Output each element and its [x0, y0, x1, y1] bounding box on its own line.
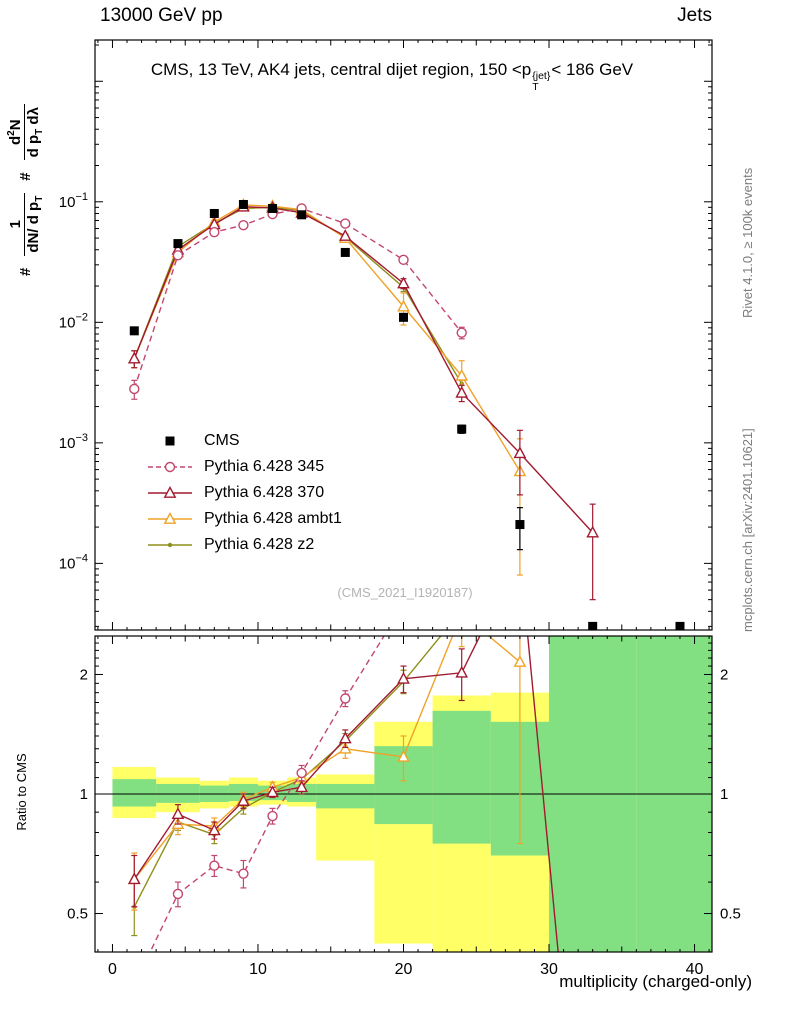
legend-label-pythia-370: Pythia 6.428 370	[204, 484, 325, 501]
num-text: N	[7, 119, 24, 131]
den-text: d p	[25, 134, 43, 158]
pythia-370-marker-swatch	[148, 486, 192, 498]
mcplots-credit-label: mcplots.cern.ch [arXiv:2401.10621]	[740, 428, 755, 632]
series-cms-main	[129, 199, 685, 630]
legend-label-pythia-z2: Pythia 6.428 z2	[204, 536, 315, 553]
svg-text:10: 10	[249, 961, 267, 978]
legend-label-pythia-345: Pythia 6.428 345	[204, 458, 325, 475]
fraction-numerator: d2N	[6, 119, 24, 145]
den-subscript: T	[34, 128, 46, 135]
num-text: d	[7, 135, 24, 145]
svg-text:0: 0	[108, 961, 117, 978]
pythia-345-marker-swatch	[148, 461, 192, 473]
svg-text:1: 1	[720, 786, 728, 803]
fraction-denominator: dN/ d pT	[23, 192, 46, 256]
legend-item-pythia-z2: Pythia 6.428 z2	[146, 532, 342, 558]
series-p345-ratio	[149, 636, 385, 952]
plot-title-post: < 186 GeV	[551, 60, 634, 79]
beam-energy-label: 13000 GeV pp	[100, 5, 223, 26]
legend-item-pythia-ambt1: Pythia 6.428 ambt1	[146, 506, 342, 532]
cms-marker-swatch	[165, 436, 175, 446]
svg-text:10−3: 10−3	[59, 432, 88, 452]
hash-symbol: #	[17, 267, 35, 276]
pythia-z2-marker-swatch	[148, 542, 192, 548]
pt-subscript: T	[532, 80, 539, 93]
svg-text:40: 40	[686, 961, 704, 978]
den-subscript: T	[33, 195, 45, 202]
svg-text:30: 30	[540, 961, 558, 978]
svg-text:0.5: 0.5	[720, 906, 741, 923]
analysis-group-label: Jets	[677, 5, 712, 26]
legend-item-cms: CMS	[146, 428, 342, 454]
ratio-axis-label: Ratio to CMS	[14, 753, 29, 831]
legend: CMS Pythia 6.428 345 Pythia 6.428 370 Py…	[146, 428, 342, 558]
den-text: dN/ d p	[24, 201, 42, 253]
svg-text:10−1: 10−1	[59, 191, 88, 211]
series-p370-ratio	[127, 636, 559, 952]
legend-label-pythia-ambt1: Pythia 6.428 ambt1	[204, 510, 342, 527]
pt-jet-symbol: {jet} T	[532, 71, 550, 92]
svg-text:0.5: 0.5	[67, 906, 88, 923]
analysis-id-watermark: (CMS_2021_I1920187)	[337, 585, 473, 600]
legend-label-cms: CMS	[204, 432, 240, 449]
hash-symbol: #	[17, 172, 35, 181]
legend-item-pythia-370: Pythia 6.428 370	[146, 480, 342, 506]
plot-title-pre: CMS, 13 TeV, AK4 jets, central dijet reg…	[150, 60, 532, 79]
ylabel-fraction-2: d2N d pT dλ	[6, 104, 46, 161]
fraction-numerator: 1	[6, 219, 24, 229]
series-p345-main	[129, 203, 467, 400]
pt-jet-superscript: {jet}	[532, 70, 551, 82]
axis-tick-labels: 0 10 20 30 40 10−4 10−3 10−2 10−1 0.5 0.5 1 1 2 2	[59, 191, 741, 978]
x-axis-label: multiplicity (charged-only)	[559, 972, 752, 991]
legend-item-pythia-345: Pythia 6.428 345	[146, 454, 342, 480]
svg-text:20: 20	[395, 961, 413, 978]
y-axis-label: # 1 dN/ d pT # d2N d pT dλ	[6, 40, 46, 340]
svg-text:2: 2	[80, 666, 88, 683]
den-text: dλ	[25, 107, 43, 129]
series-z2-main	[131, 205, 465, 396]
svg-text:2: 2	[720, 666, 728, 683]
svg-text:10−4: 10−4	[59, 552, 88, 572]
svg-text:1: 1	[80, 786, 88, 803]
rivet-version-label: Rivet 4.1.0, ≥ 100k events	[740, 167, 755, 318]
pythia-ambt1-marker-swatch	[148, 512, 192, 524]
num-superscript: 2	[6, 130, 17, 136]
svg-text:10−2: 10−2	[59, 311, 88, 331]
fraction-denominator: d pT dλ	[24, 104, 46, 161]
ylabel-fraction-1: 1 dN/ d pT	[6, 192, 46, 256]
axis-ticks	[95, 40, 712, 953]
plot-title: CMS, 13 TeV, AK4 jets, central dijet reg…	[64, 60, 720, 92]
